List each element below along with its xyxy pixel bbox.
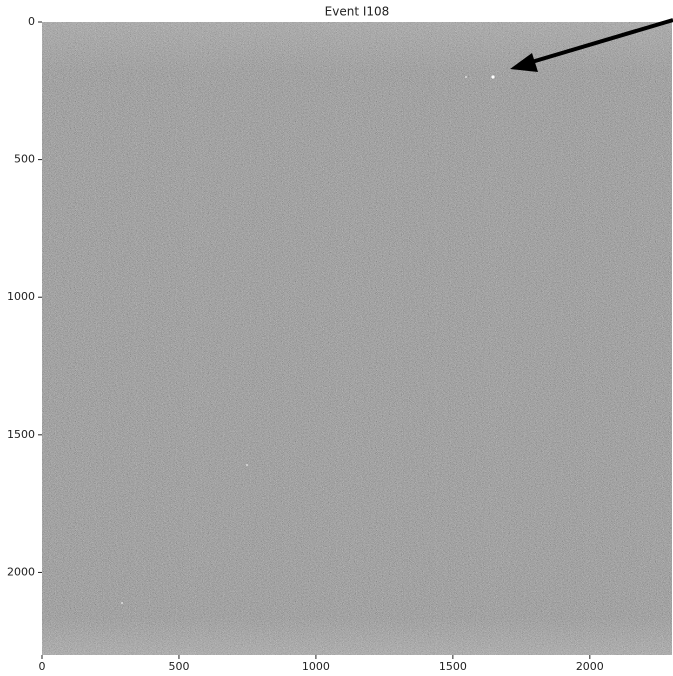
y-tick-label: 1500 — [7, 428, 35, 441]
chart-title: Event I108 — [325, 5, 390, 19]
annotation-arrow — [524, 18, 673, 66]
y-tick-label: 1000 — [7, 290, 35, 303]
bright-spot — [246, 464, 248, 466]
axes: 0 500 1000 1500 2000 0 500 1000 1500 2000 — [7, 15, 604, 673]
x-tick-label: 0 — [39, 660, 46, 673]
x-tick-label: 2000 — [576, 660, 604, 673]
x-tick-label: 1500 — [439, 660, 467, 673]
image-shading — [42, 22, 672, 655]
x-tick-label: 1000 — [302, 660, 330, 673]
bright-spot — [121, 602, 123, 604]
y-tick-label: 500 — [14, 153, 35, 166]
y-tick-label: 0 — [28, 15, 35, 28]
annotation-arrowhead — [510, 53, 538, 72]
x-tick-label: 500 — [168, 660, 189, 673]
image — [42, 22, 672, 655]
bright-spot — [465, 76, 467, 78]
bright-spot — [491, 75, 495, 79]
y-tick-label: 2000 — [7, 565, 35, 578]
